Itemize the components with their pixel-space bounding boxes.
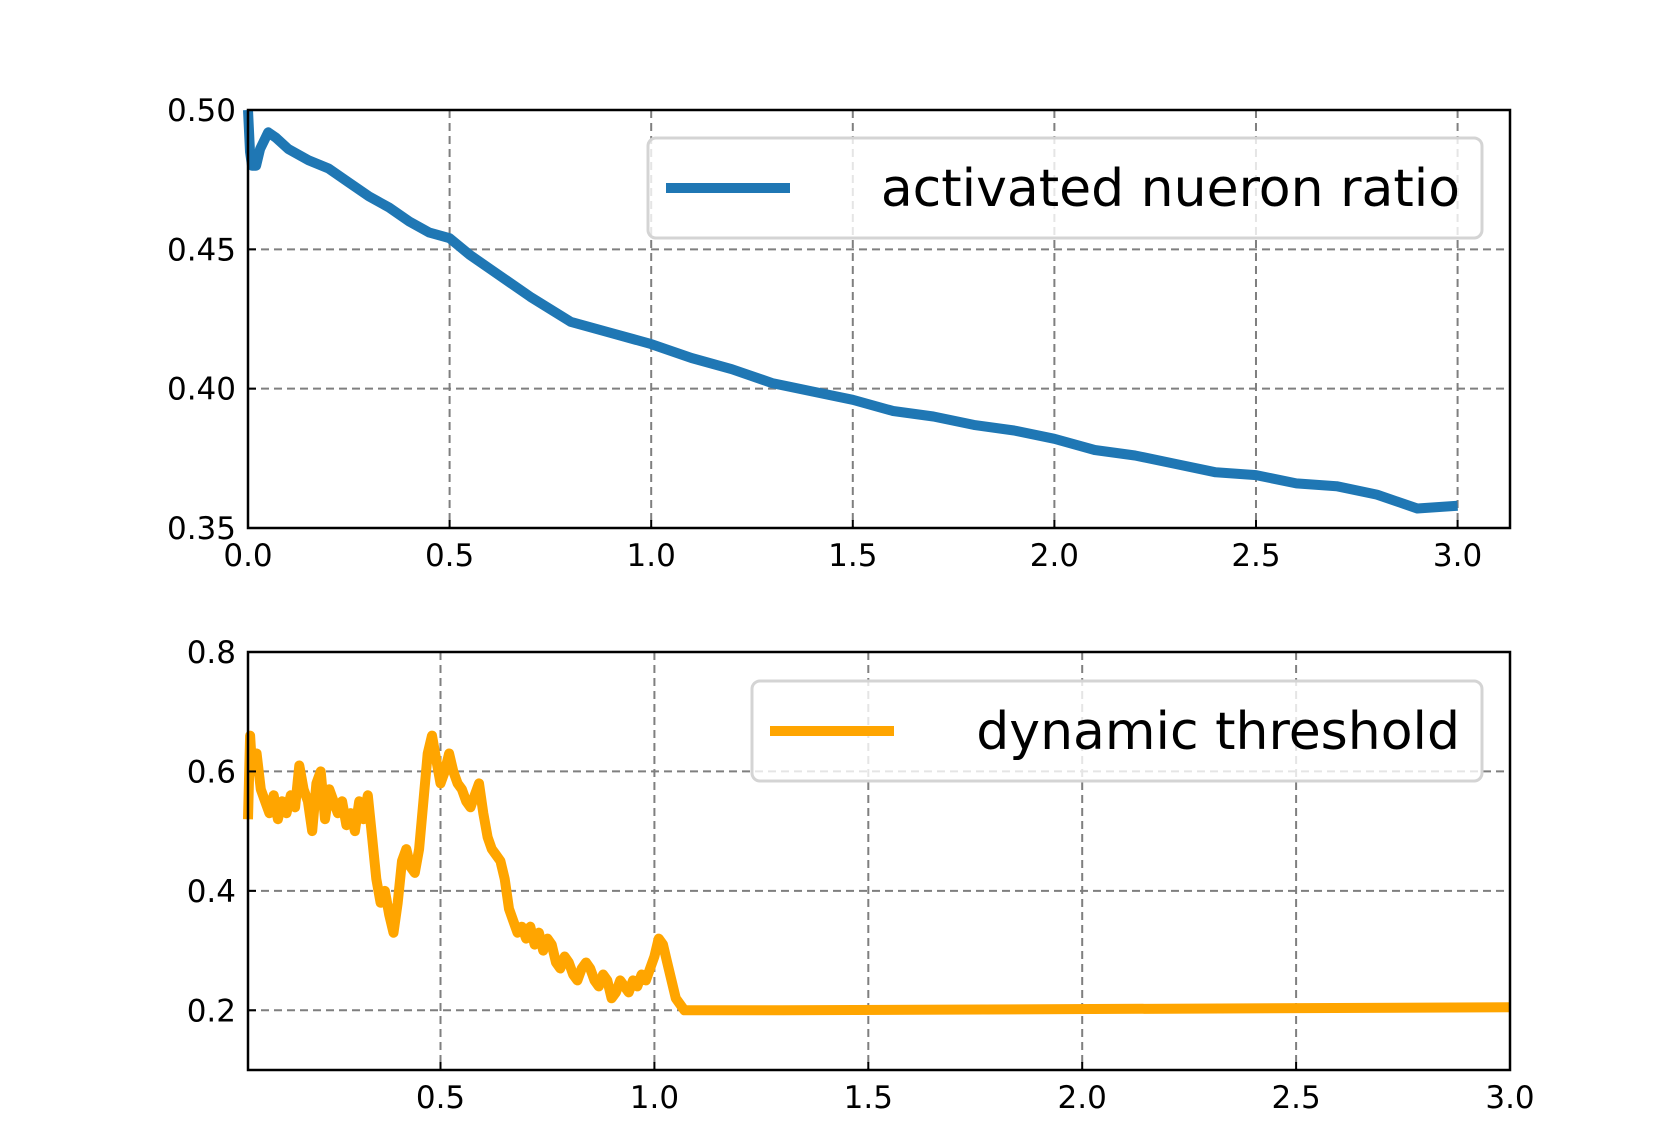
legend-label: activated nueron ratio — [881, 159, 1460, 219]
x-tick-label: 3.0 — [1433, 538, 1482, 574]
axes-frame — [246, 108, 1512, 530]
series-line — [243, 730, 1511, 1016]
x-tick-label: 2.0 — [1058, 1080, 1107, 1116]
legend-box — [646, 136, 1484, 240]
y-tick-label: 0.40 — [167, 372, 236, 408]
y-tick-label: 0.50 — [167, 93, 236, 129]
x-tick-label: 3.0 — [1485, 1080, 1534, 1116]
chart-dynamic-threshold: 0.5 1.0 1.5 2.0 2.5 3.0 0.2 0.4 0.6 0.8 dynamic th… — [187, 635, 1535, 1116]
axes-frame — [246, 650, 1512, 1072]
x-tick-label: 0.0 — [223, 538, 272, 574]
y-tick-label: 0.2 — [187, 993, 236, 1029]
y-tick-label: 0.6 — [187, 754, 236, 790]
x-tick-label: 1.5 — [828, 538, 877, 574]
y-tick-label: 0.8 — [187, 635, 236, 671]
x-tick-label: 1.0 — [627, 538, 676, 574]
y-tick-label: 0.4 — [187, 874, 236, 910]
x-tick-label: 2.0 — [1030, 538, 1079, 574]
x-tick-label: 0.5 — [425, 538, 474, 574]
x-tick-label: 0.5 — [416, 1080, 465, 1116]
x-tick-label: 2.5 — [1231, 538, 1280, 574]
legend: dynamic threshold — [750, 679, 1484, 783]
chart-activated-neuron-ratio: 0.0 0.5 1.0 1.5 2.0 2.5 3.0 0.35 0.40 0.45 0.50 act… — [167, 93, 1512, 574]
x-tick-label: 1.5 — [844, 1080, 893, 1116]
legend: activated nueron ratio — [646, 136, 1484, 240]
x-tick-label: 1.0 — [630, 1080, 679, 1116]
legend-box — [750, 679, 1484, 783]
x-tick-label: 2.5 — [1271, 1080, 1320, 1116]
y-tick-label: 0.45 — [167, 232, 236, 268]
legend-label: dynamic threshold — [976, 702, 1460, 762]
y-tick-label: 0.35 — [167, 511, 236, 547]
series-line — [243, 109, 1458, 514]
